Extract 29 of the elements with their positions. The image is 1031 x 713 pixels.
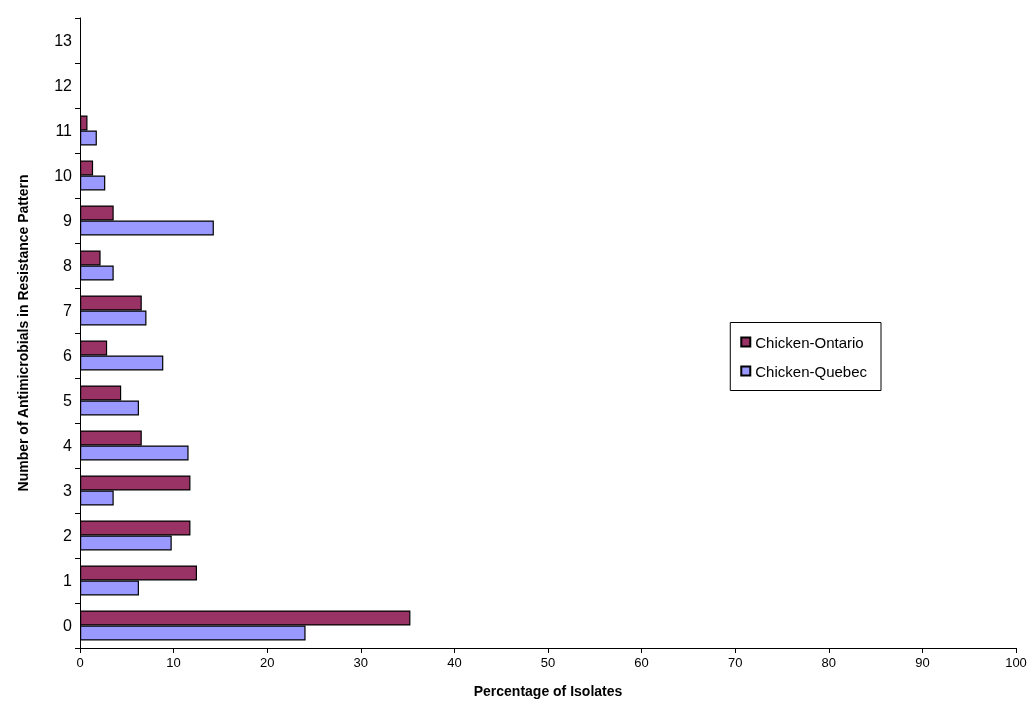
y-tick-label: 8: [63, 257, 73, 274]
y-tick-label: 9: [63, 212, 73, 229]
y-tick-label: 2: [63, 527, 73, 544]
y-tick-label: 7: [63, 302, 73, 319]
y-tick-label: 0: [63, 617, 73, 634]
x-axis-title: Percentage of Isolates: [473, 683, 623, 699]
legend-label: Chicken-Ontario: [755, 333, 864, 351]
x-tick-label: 40: [447, 655, 462, 670]
y-tick-label: 5: [63, 392, 73, 409]
x-tick-label: 80: [821, 655, 837, 670]
y-tick-label: 10: [54, 167, 73, 184]
x-tick-label: 90: [915, 655, 930, 670]
y-tick-label: 13: [54, 32, 73, 49]
x-tick-label: 100: [1005, 655, 1027, 670]
x-tick-label: 70: [727, 655, 743, 670]
x-tick-label: 0: [76, 655, 84, 670]
y-tick-label: 4: [63, 437, 73, 454]
y-tick-label: 12: [54, 77, 73, 94]
y-tick-label: 11: [55, 122, 73, 139]
x-tick-label: 30: [353, 655, 369, 670]
y-axis-title: Number of Antimicrobials in Resistance Pattern: [15, 174, 31, 492]
x-tick-label: 10: [166, 655, 181, 670]
x-tick-label: 60: [634, 655, 649, 670]
x-tick-label: 20: [259, 655, 275, 670]
y-tick-label: 1: [63, 572, 73, 589]
x-tick-label: 50: [540, 655, 556, 670]
legend-label: Chicken-Quebec: [755, 362, 868, 380]
y-tick-label: 6: [63, 347, 73, 364]
y-tick-label: 3: [63, 482, 73, 499]
